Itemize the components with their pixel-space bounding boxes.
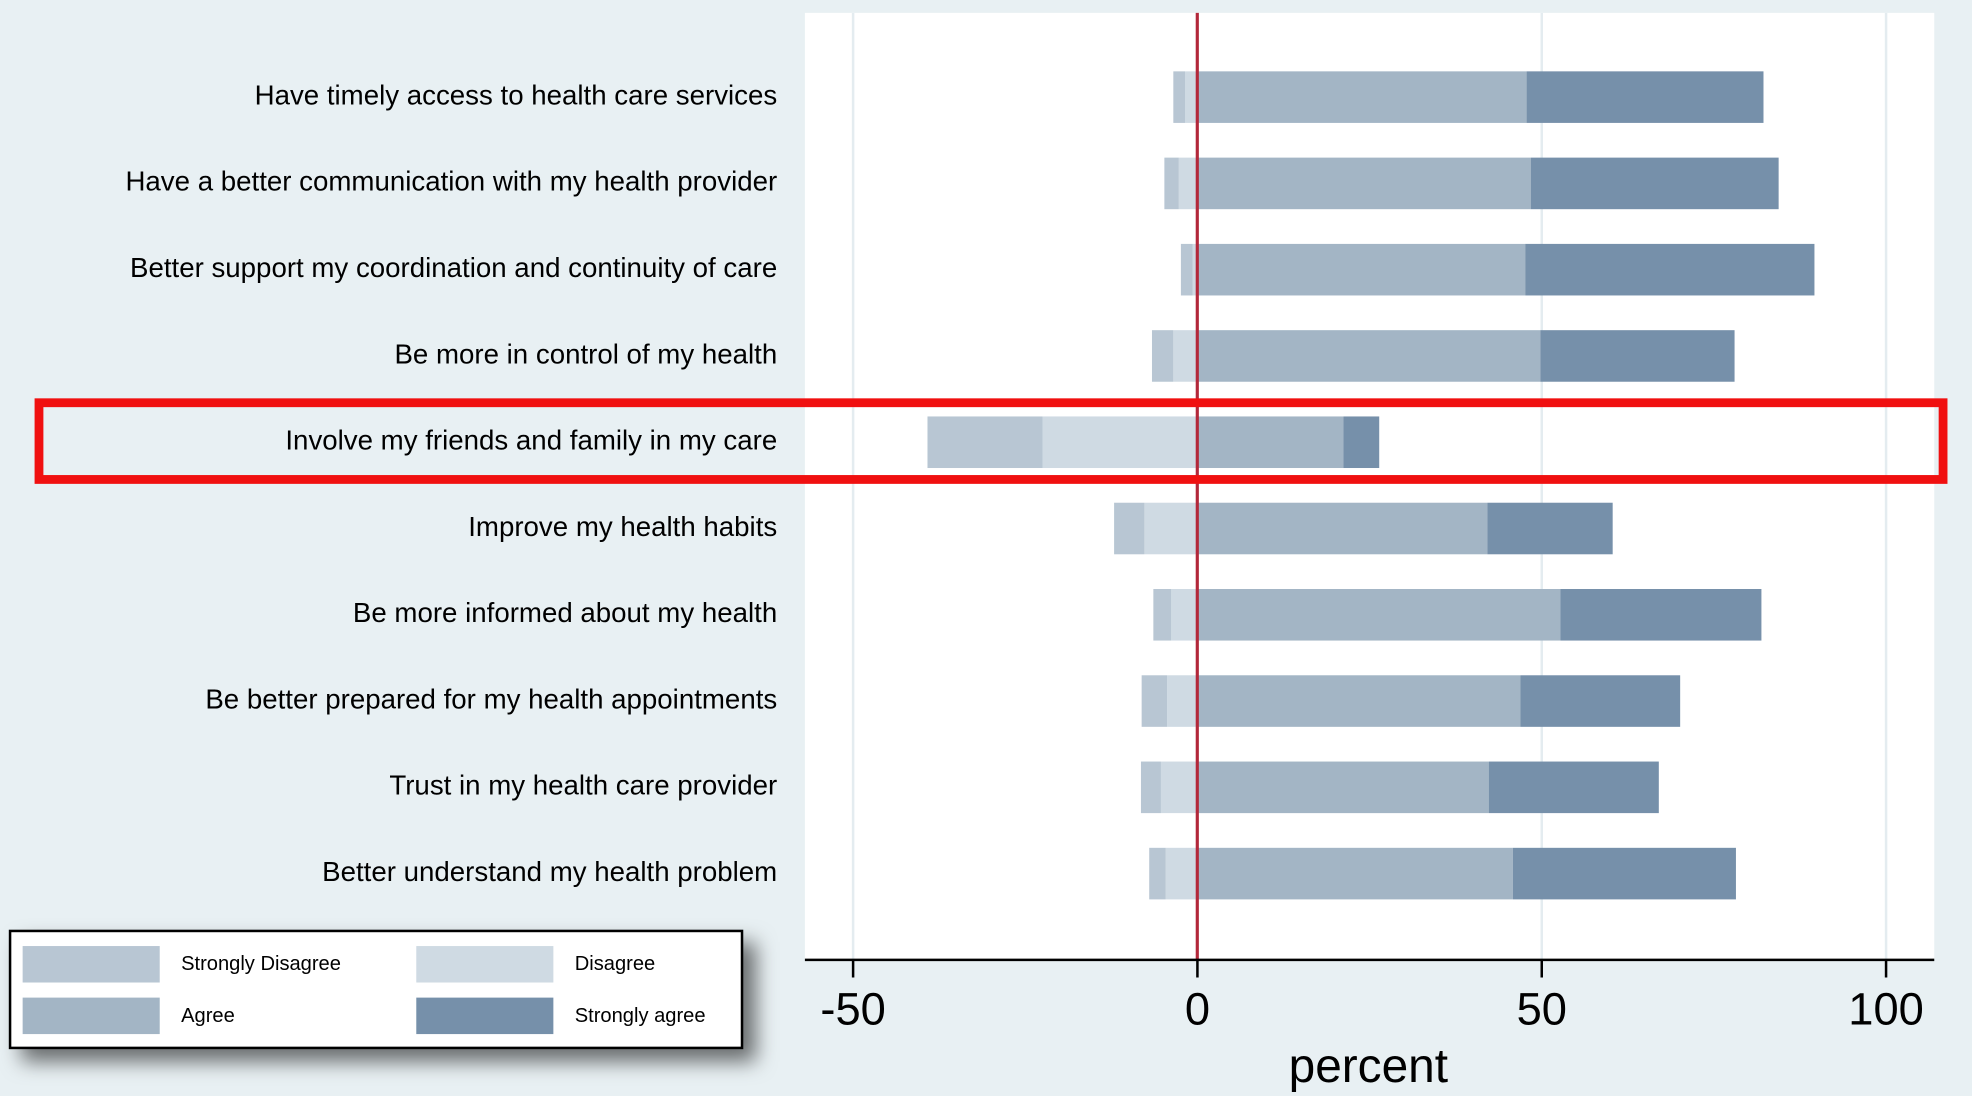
x-tick-label: 0 bbox=[1185, 984, 1210, 1035]
bar-segment bbox=[1343, 416, 1380, 469]
category-label: Have a better communication with my heal… bbox=[125, 166, 777, 197]
bar-segment bbox=[1151, 330, 1174, 382]
x-tick-label: -50 bbox=[820, 984, 885, 1035]
bar-segment bbox=[1488, 761, 1659, 814]
bar-segment bbox=[1197, 588, 1561, 641]
x-tick-label: 50 bbox=[1517, 984, 1567, 1035]
bar-segment bbox=[1160, 761, 1198, 814]
bar-segment bbox=[1197, 847, 1513, 900]
bar-segment bbox=[1165, 847, 1198, 900]
bar-segment bbox=[1144, 502, 1198, 555]
bar-segment bbox=[1167, 675, 1198, 727]
bar-segment bbox=[1149, 847, 1166, 900]
bar-segment bbox=[1540, 330, 1735, 382]
bar-segment bbox=[1178, 157, 1198, 210]
legend-swatch bbox=[416, 946, 554, 983]
bar-segment bbox=[1530, 157, 1779, 210]
category-label: Be more informed about my health bbox=[353, 597, 777, 628]
bar-segment bbox=[1197, 675, 1521, 727]
bar-segment bbox=[927, 416, 1043, 469]
bar-segment bbox=[1141, 675, 1168, 727]
bar-segment bbox=[1173, 71, 1186, 123]
category-label: Trust in my health care provider bbox=[389, 770, 777, 801]
legend-label: Disagree bbox=[575, 953, 655, 975]
legend-swatch bbox=[22, 997, 160, 1035]
bar-segment bbox=[1525, 243, 1815, 296]
bar-segment bbox=[1197, 502, 1488, 555]
bar-segment bbox=[1153, 588, 1172, 641]
bar-segment bbox=[1512, 847, 1736, 900]
bar-segment bbox=[1140, 761, 1161, 814]
category-label: Be better prepared for my health appoint… bbox=[205, 683, 777, 714]
bar-segment bbox=[1197, 157, 1531, 210]
bar-segment bbox=[1180, 243, 1193, 296]
category-label: Involve my friends and family in my care bbox=[285, 425, 777, 456]
legend-label: Strongly agree bbox=[575, 1005, 706, 1027]
bar-segment bbox=[1520, 675, 1681, 727]
category-label: Better understand my health problem bbox=[322, 856, 777, 887]
bar-segment bbox=[1164, 157, 1179, 210]
plot-area bbox=[804, 12, 1935, 960]
x-tick-label: 100 bbox=[1848, 984, 1924, 1035]
bar-segment bbox=[1526, 71, 1764, 123]
category-label: Have timely access to health care servic… bbox=[255, 79, 778, 110]
bar-segment bbox=[1197, 330, 1541, 382]
bar-segment bbox=[1197, 761, 1489, 814]
bar-segment bbox=[1185, 71, 1198, 123]
bar-segment bbox=[1042, 416, 1198, 469]
bar-segment bbox=[1192, 243, 1198, 296]
legend-swatch bbox=[416, 997, 554, 1035]
bar-segment bbox=[1197, 416, 1344, 469]
category-label: Better support my coordination and conti… bbox=[130, 252, 777, 283]
bar-segment bbox=[1487, 502, 1613, 555]
category-label: Be more in control of my health bbox=[394, 338, 777, 369]
bar-segment bbox=[1173, 330, 1198, 382]
category-label: Improve my health habits bbox=[468, 511, 777, 542]
bar-segment bbox=[1197, 71, 1527, 123]
bar-segment bbox=[1114, 502, 1145, 555]
x-axis-title: percent bbox=[1289, 1040, 1448, 1093]
bar-segment bbox=[1560, 588, 1762, 641]
legend-label: Strongly Disagree bbox=[181, 953, 341, 975]
bar-segment bbox=[1197, 243, 1526, 296]
legend-label: Agree bbox=[181, 1005, 235, 1027]
bar-segment bbox=[1171, 588, 1198, 641]
highlight-box bbox=[34, 398, 1948, 484]
legend-swatch bbox=[22, 946, 160, 983]
